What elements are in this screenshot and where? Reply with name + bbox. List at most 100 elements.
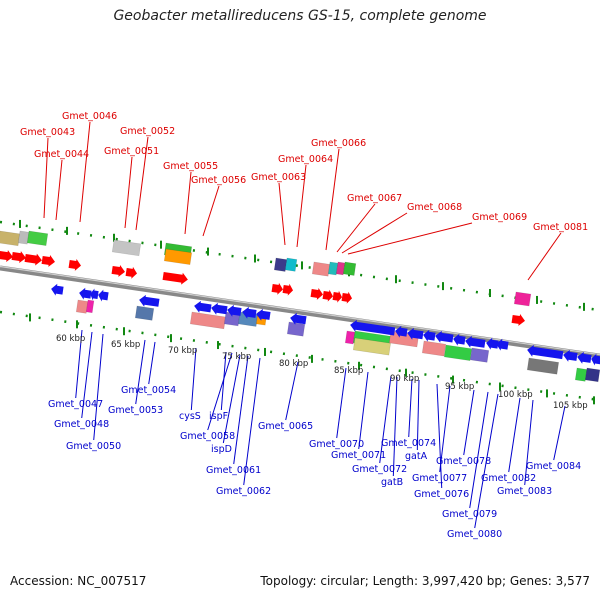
reverse-gene-arrow: [227, 304, 242, 317]
accession-text: Accession: NC_007517: [10, 574, 147, 588]
kbp-tick-label: 60 kbp: [56, 334, 85, 344]
gene-label-bottom: Gmet_0083: [497, 486, 552, 497]
gene-label-top: Gmet_0069: [472, 212, 527, 223]
bottom-label-leader: [207, 352, 233, 431]
bottom-label-leader: [135, 339, 146, 405]
top-label-leader: [202, 185, 220, 237]
forward-gene-arrow: [68, 258, 81, 271]
reverse-gene-arrow: [51, 283, 64, 296]
forward-gene-arrow: [24, 253, 42, 266]
bottom-label-leader: [336, 367, 347, 439]
bottom-label-leader: [190, 347, 197, 411]
gene-feature-block: [469, 347, 490, 363]
top-label-leader: [325, 148, 340, 251]
gene-label-top: Gmet_0051: [104, 146, 159, 157]
reverse-gene-arrow: [290, 312, 307, 325]
gene-label-bottom: Gmet_0080: [447, 529, 502, 540]
reverse-gene-arrow: [211, 302, 228, 315]
gene-label-top: Gmet_0046: [62, 111, 117, 122]
bottom-label-leader: [233, 355, 249, 465]
gene-label-bottom: ispD: [211, 444, 232, 455]
top-label-leader: [79, 121, 91, 223]
gene-feature-block: [134, 305, 155, 321]
gene-feature-block: [273, 257, 288, 272]
gene-label-bottom: Gmet_0061: [206, 465, 261, 476]
bottom-label-leader: [75, 329, 83, 399]
gene-label-top: Gmet_0056: [191, 175, 246, 186]
gene-feature-block: [286, 321, 306, 337]
gene-feature-block: [189, 311, 226, 330]
reverse-gene-arrow: [465, 335, 486, 348]
top-label-leader: [124, 156, 133, 229]
bottom-label-leader: [148, 341, 156, 385]
reverse-gene-arrow: [453, 333, 466, 346]
bottom-label-leader: [222, 354, 241, 444]
gene-feature-block: [584, 367, 600, 383]
kbp-tick-label: 95 kbp: [445, 382, 474, 392]
gene-feature-block: [111, 239, 142, 257]
reverse-gene-arrow: [242, 306, 257, 319]
top-label-leader: [135, 136, 149, 231]
bottom-label-leader: [392, 376, 398, 477]
gene-label-bottom: cysS: [179, 411, 201, 422]
bottom-label-leader: [416, 379, 420, 451]
reverse-gene-arrow: [435, 330, 454, 343]
genome-summary: Topology: circular; Length: 3,997,420 bp…: [260, 574, 590, 588]
forward-gene-arrow: [11, 251, 26, 264]
kbp-tick-label: 90 kbp: [390, 374, 419, 384]
reverse-gene-arrow: [591, 353, 600, 366]
top-label-leader: [43, 137, 49, 219]
top-label-leader: [347, 222, 473, 255]
kbp-tick-label: 85 kbp: [334, 366, 363, 376]
gene-feature-block: [0, 230, 21, 247]
backbone-highlight: [0, 265, 600, 356]
gene-label-bottom: Gmet_0070: [309, 439, 364, 450]
gene-label-bottom: Gmet_0054: [121, 385, 176, 396]
gene-feature-block: [421, 340, 447, 357]
gene-feature-block: [284, 257, 298, 272]
forward-gene-arrow: [162, 271, 188, 285]
reverse-gene-arrow: [79, 287, 92, 300]
gene-label-top: Gmet_0063: [251, 172, 306, 183]
reverse-gene-arrow: [194, 300, 212, 313]
gene-label-bottom: gatB: [381, 477, 403, 488]
top-label-leader: [296, 164, 307, 248]
forward-gene-arrow: [511, 314, 525, 326]
gene-label-top: Gmet_0068: [407, 202, 462, 213]
gene-feature-block: [513, 291, 532, 307]
forward-gene-arrow: [0, 250, 13, 263]
forward-gene-arrow: [322, 289, 334, 302]
gene-label-top: Gmet_0043: [20, 127, 75, 138]
gene-label-top: Gmet_0081: [533, 222, 588, 233]
gene-label-top: Gmet_0052: [120, 126, 175, 137]
bottom-label-leader: [243, 357, 261, 486]
gene-label-bottom: gatA: [405, 451, 428, 462]
bottom-label-leader: [358, 371, 369, 450]
gene-label-top: Gmet_0067: [347, 193, 402, 204]
forward-gene-arrow: [111, 265, 125, 277]
kbp-tick-label: 100 kbp: [498, 390, 533, 400]
gene-label-bottom: Gmet_0074: [381, 438, 436, 449]
gene-label-top: Gmet_0044: [34, 149, 89, 160]
kbp-tick-label: 80 kbp: [279, 359, 308, 369]
top-label-leader: [336, 203, 376, 253]
gene-label-bottom: Gmet_0065: [258, 421, 313, 432]
bottom-label-leader: [408, 378, 413, 438]
gene-label-bottom: Gmet_0050: [66, 441, 121, 452]
gene-feature-block: [526, 357, 560, 375]
gene-label-bottom: Gmet_0077: [412, 473, 467, 484]
reverse-gene-arrow: [350, 319, 396, 336]
reverse-gene-arrow: [256, 308, 271, 321]
reverse-gene-arrow: [139, 294, 160, 307]
kbp-tick-label: 105 kbp: [553, 401, 588, 411]
forward-gene-arrow: [310, 287, 323, 300]
reverse-gene-arrow: [563, 349, 578, 362]
gene-label-bottom: Gmet_0079: [442, 509, 497, 520]
bottom-label-leader: [93, 333, 104, 441]
gene-label-bottom: Gmet_0078: [436, 456, 491, 467]
gene-feature-block: [85, 299, 95, 314]
gene-label-bottom: Gmet_0047: [48, 399, 103, 410]
gene-label-bottom: Gmet_0048: [54, 419, 109, 430]
gene-feature-block: [26, 230, 49, 246]
